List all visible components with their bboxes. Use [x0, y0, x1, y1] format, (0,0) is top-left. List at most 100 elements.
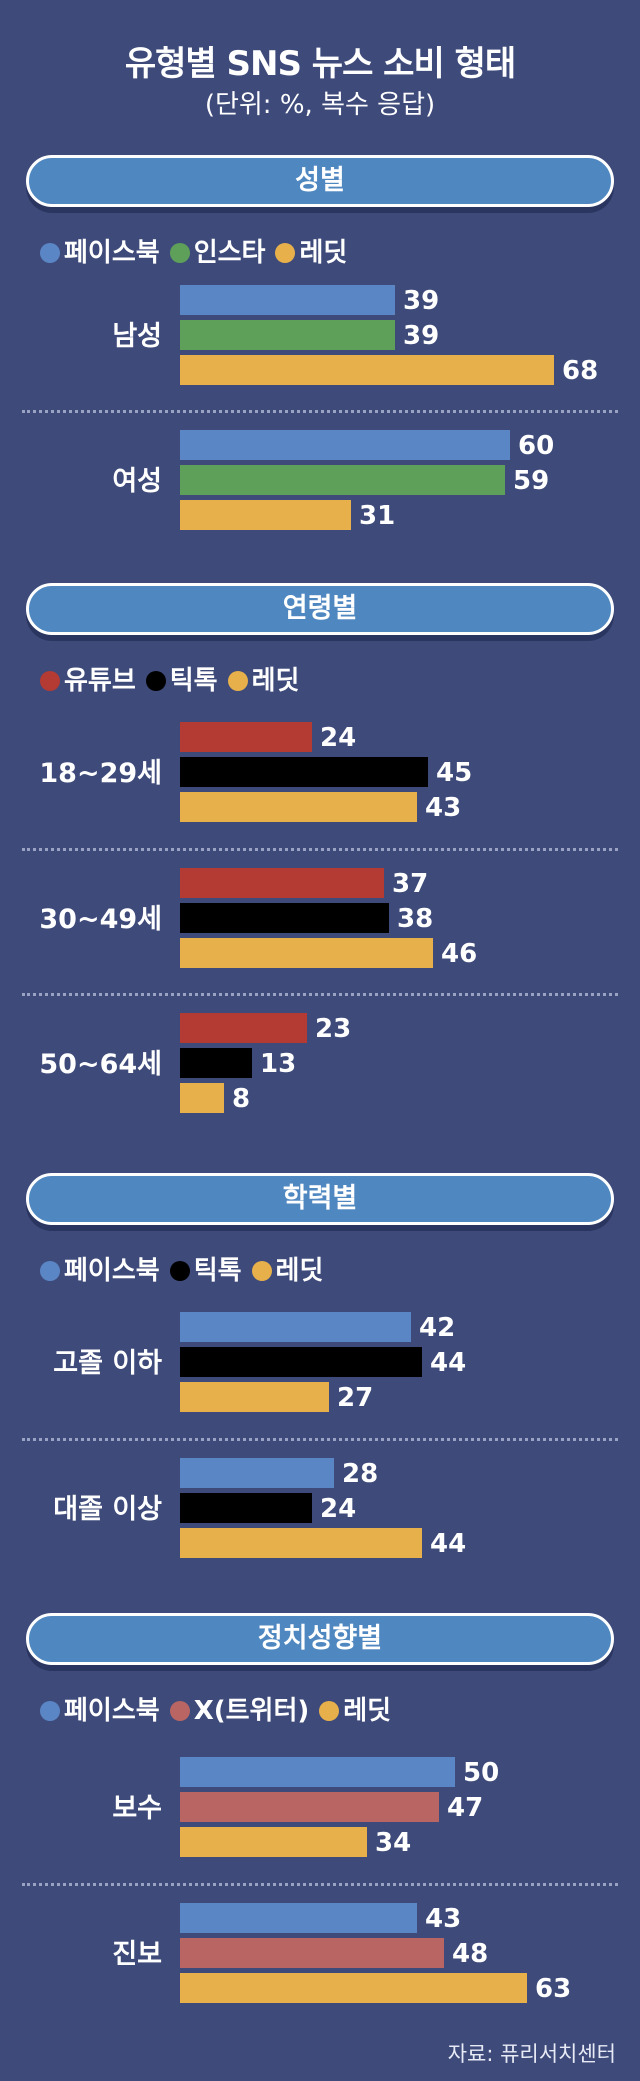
legend-dot-icon — [40, 243, 60, 263]
bar — [180, 1083, 224, 1113]
bar — [180, 938, 433, 968]
bar — [180, 1973, 527, 2003]
legend-dot-icon — [319, 1701, 340, 1721]
data-label: 39 — [403, 321, 440, 351]
data-label: 43 — [425, 793, 462, 823]
bar — [180, 868, 384, 898]
legend-dot-icon — [169, 1261, 190, 1281]
bar — [180, 792, 417, 822]
data-label: 60 — [518, 431, 555, 461]
data-label: 44 — [430, 1348, 467, 1378]
data-label: 24 — [320, 1494, 357, 1524]
data-label: 46 — [441, 939, 478, 969]
legend-item: 인스타 — [169, 232, 266, 269]
legend-dot-icon — [40, 1261, 60, 1281]
legend-item: 유튜브 — [40, 660, 136, 697]
divider — [22, 410, 618, 413]
legend-label: X(트위터) — [193, 1696, 310, 1726]
data-label: 68 — [562, 356, 599, 386]
bar — [180, 1382, 329, 1412]
bar — [180, 1938, 444, 1968]
bar — [180, 1792, 439, 1822]
data-label: 59 — [513, 466, 550, 496]
legend-dot-icon — [275, 243, 296, 263]
data-label: 34 — [375, 1828, 412, 1858]
bar — [180, 1827, 367, 1857]
category-label: 50~64세 — [39, 1049, 162, 1080]
bar — [180, 1048, 252, 1078]
data-label: 28 — [342, 1459, 379, 1489]
divider — [22, 848, 618, 851]
legend-dot-icon — [169, 243, 190, 263]
legend: 페이스북 틱톡 레딧 — [40, 1250, 333, 1287]
legend-item: 페이스북 — [40, 1690, 160, 1727]
bar — [180, 1312, 411, 1342]
category-label: 여성 — [112, 466, 162, 497]
category-label: 남성 — [112, 321, 162, 352]
divider — [22, 993, 618, 996]
legend-item: 틱톡 — [169, 1250, 242, 1287]
data-label: 42 — [419, 1313, 456, 1343]
bar — [180, 1347, 422, 1377]
legend-label: 페이스북 — [64, 1696, 160, 1726]
bar — [180, 500, 351, 530]
page-title: 유형별 SNS 뉴스 소비 형태 — [124, 44, 516, 84]
section-header: 성별 — [26, 155, 614, 207]
section-header: 정치성향별 — [26, 1613, 614, 1665]
divider — [22, 1883, 618, 1886]
legend-label: 인스타 — [193, 238, 266, 268]
legend-label: 유튜브 — [64, 666, 136, 696]
bar — [180, 722, 312, 752]
data-label: 50 — [463, 1758, 500, 1788]
bar — [180, 757, 428, 787]
legend-label: 레딧 — [299, 238, 348, 268]
divider — [22, 1438, 618, 1441]
data-label: 31 — [359, 501, 396, 531]
legend-label: 틱톡 — [193, 1256, 242, 1286]
data-label: 45 — [436, 758, 473, 788]
source-note: 자료: 퓨리서치센터 — [447, 2042, 616, 2066]
legend-label: 레딧 — [251, 666, 300, 696]
bar — [180, 903, 389, 933]
section-header: 연령별 — [26, 583, 614, 635]
legend-item: X(트위터) — [169, 1690, 310, 1727]
bar — [180, 355, 554, 385]
legend-item: 레딧 — [319, 1690, 391, 1727]
category-label: 30~49세 — [39, 904, 162, 935]
legend: 유튜브 틱톡 레딧 — [40, 660, 309, 697]
legend: 페이스북 X(트위터) 레딧 — [40, 1690, 401, 1727]
legend-dot-icon — [227, 671, 248, 691]
data-label: 63 — [535, 1974, 572, 2004]
data-label: 39 — [403, 286, 440, 316]
bar — [180, 430, 510, 460]
legend-item: 레딧 — [275, 232, 347, 269]
legend-label: 레딧 — [343, 1696, 392, 1726]
bar — [180, 465, 505, 495]
data-label: 43 — [425, 1904, 462, 1934]
data-label: 8 — [232, 1084, 251, 1114]
category-label: 진보 — [112, 1939, 162, 1970]
legend-item: 레딧 — [251, 1250, 323, 1287]
page-subtitle: (단위: %, 복수 응답) — [204, 90, 436, 120]
legend: 페이스북 인스타 레딧 — [40, 232, 357, 269]
legend-dot-icon — [145, 671, 166, 691]
bar — [180, 1757, 455, 1787]
legend-dot-icon — [40, 671, 60, 691]
bar — [180, 320, 395, 350]
category-label: 보수 — [112, 1793, 162, 1824]
bar — [180, 1493, 312, 1523]
data-label: 44 — [430, 1529, 467, 1559]
bar — [180, 285, 395, 315]
legend-dot-icon — [251, 1261, 272, 1281]
category-label: 대졸 이상 — [53, 1494, 162, 1525]
bar — [180, 1458, 334, 1488]
category-label: 고졸 이하 — [53, 1348, 162, 1379]
legend-dot-icon — [40, 1701, 60, 1721]
bar — [180, 1013, 307, 1043]
data-label: 47 — [447, 1793, 484, 1823]
data-label: 38 — [397, 904, 434, 934]
bar — [180, 1903, 417, 1933]
legend-item: 페이스북 — [40, 232, 160, 269]
legend-item: 틱톡 — [145, 660, 218, 697]
